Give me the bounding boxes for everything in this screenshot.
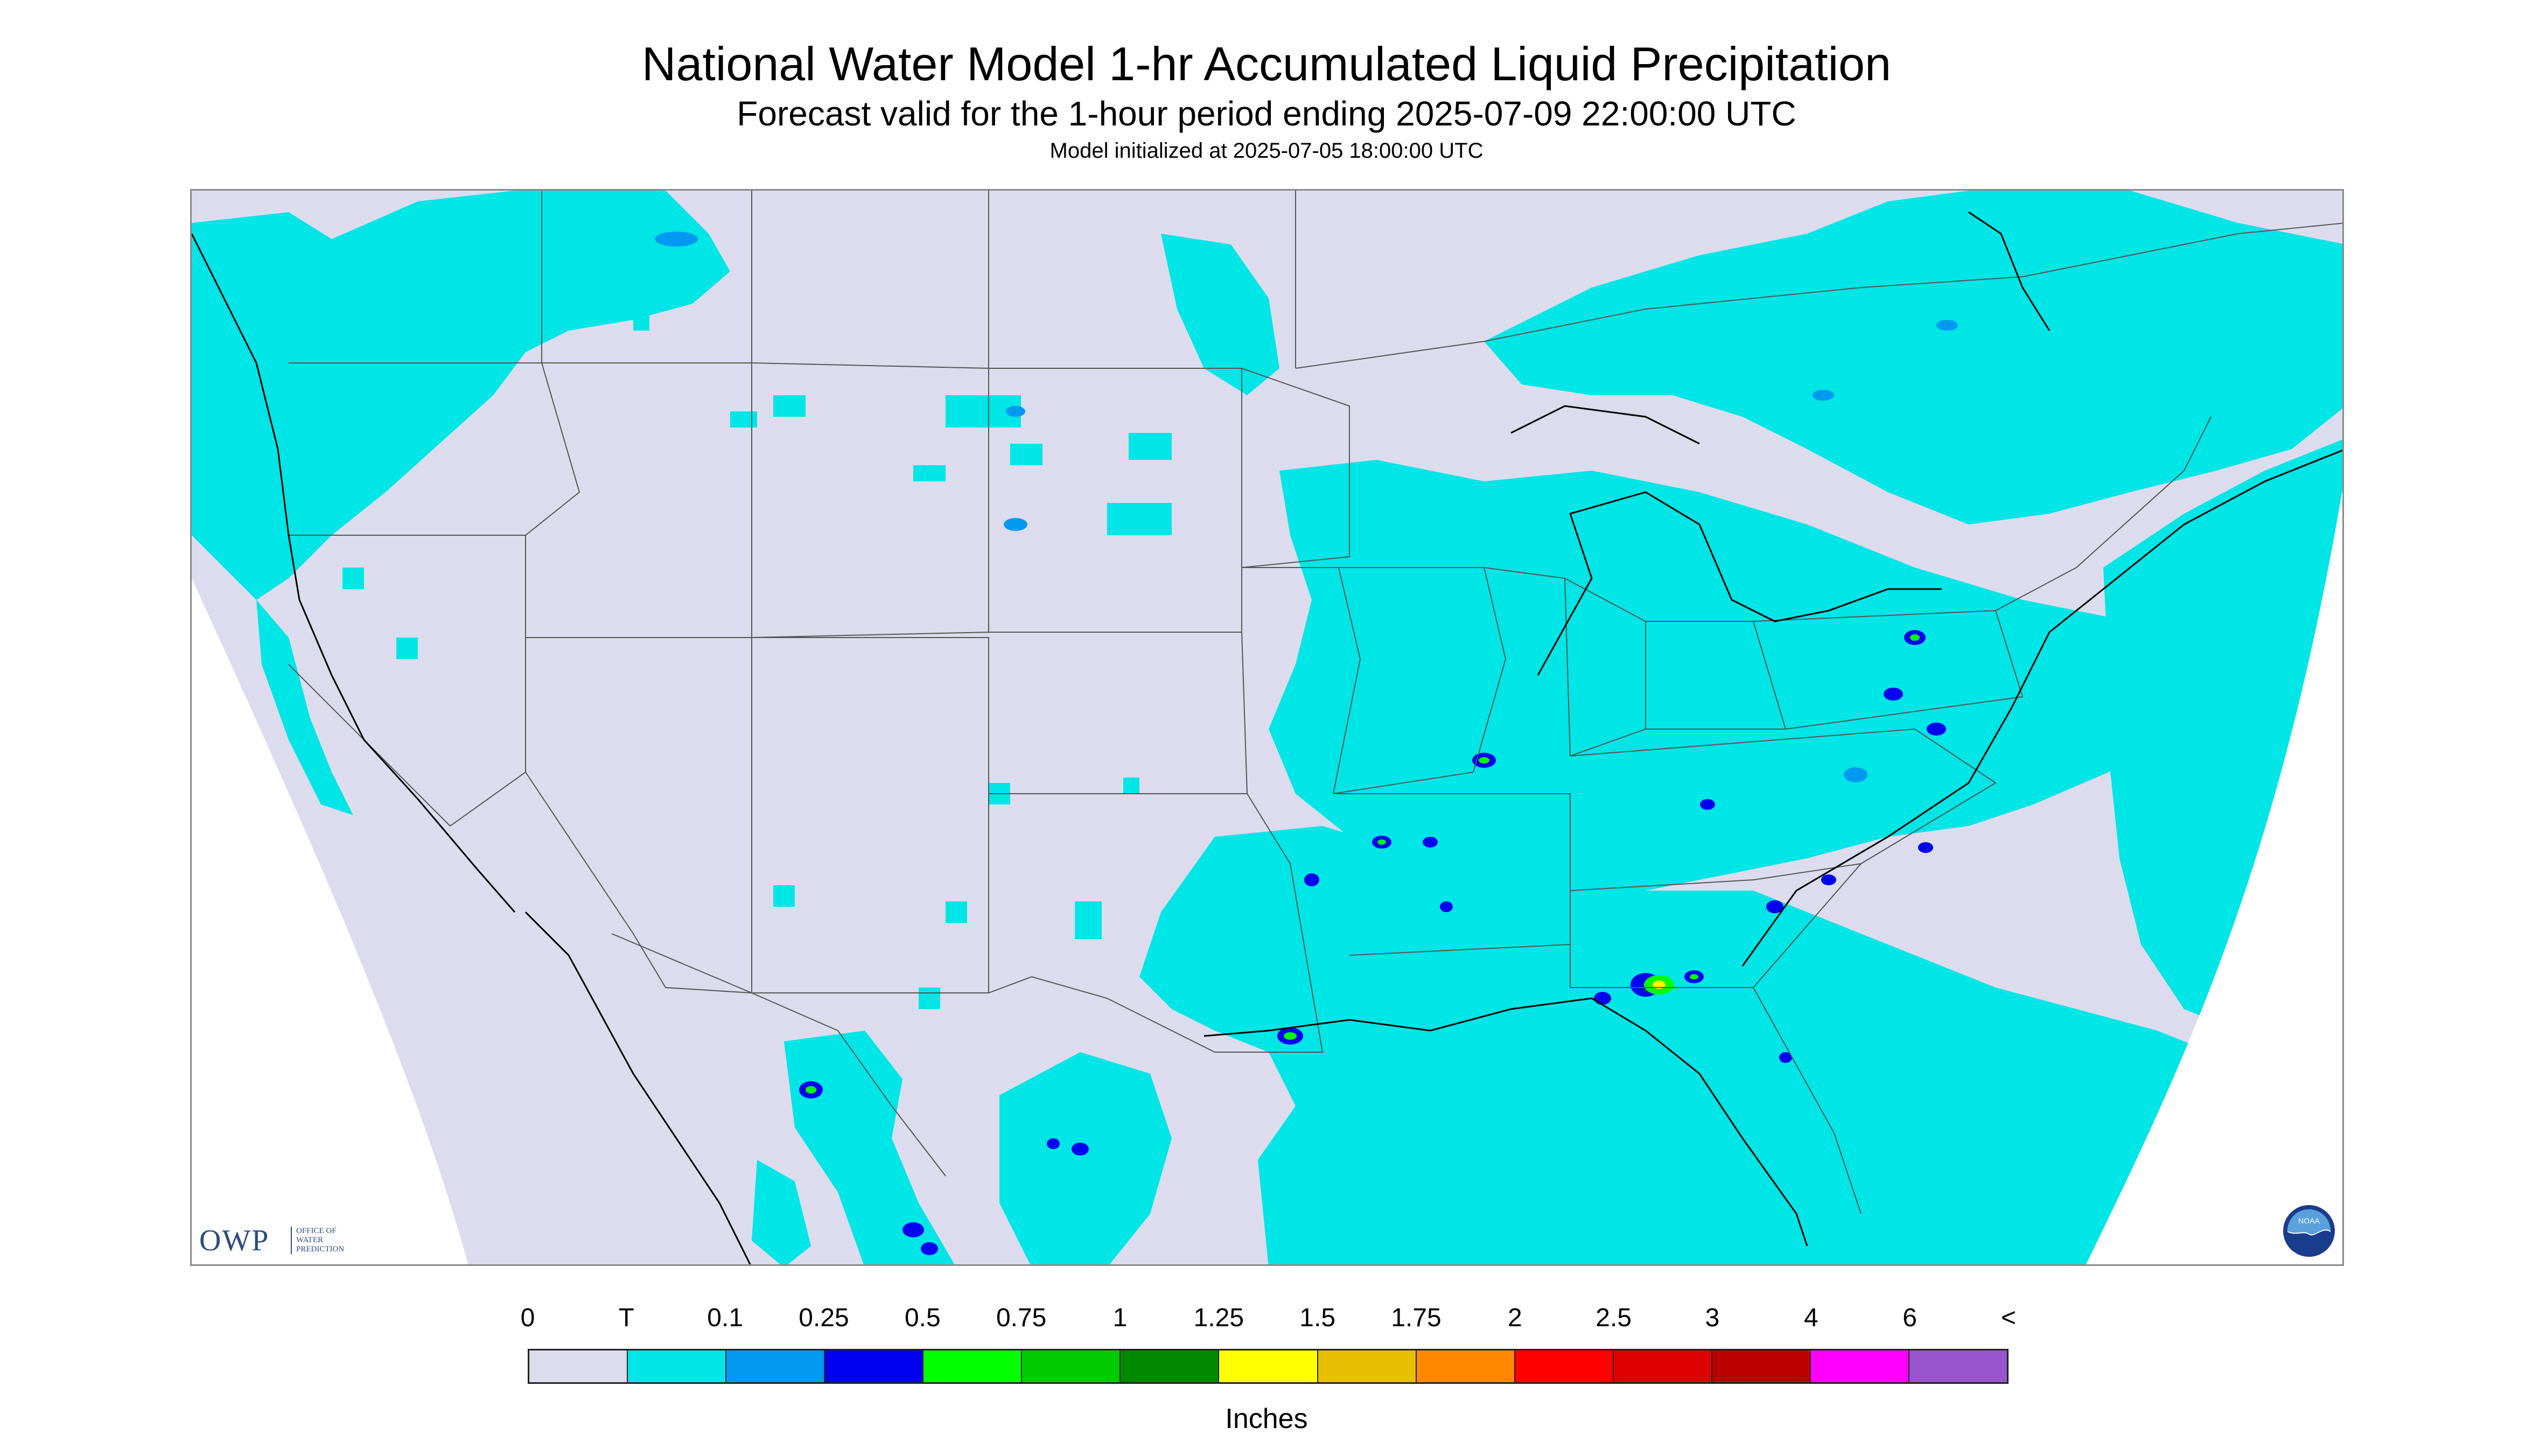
legend-tick-label: 0.5 [904,1304,941,1332]
legend-swatch [1909,1350,2007,1382]
legend-swatch [529,1350,628,1382]
coastlines [192,211,2342,1264]
legend-swatch [1712,1350,1811,1382]
legend-tick-label: < [2000,1304,2017,1332]
legend-tick-label: 0.75 [996,1304,1047,1332]
legend-tick-label: 3 [1705,1304,1720,1332]
legend-tick-label: 0.25 [799,1304,849,1332]
legend-swatch [726,1350,825,1382]
legend-swatch [825,1350,924,1382]
owp-logo: OWP OFFICE OF WATER PREDICTION [199,1221,377,1260]
legend-tick-label: 0 [520,1304,535,1332]
owp-logo-letters: OWP [199,1224,270,1257]
legend-swatch [1613,1350,1712,1382]
model-init-line: Model initialized at 2025-07-05 18:00:00… [1049,139,1484,163]
legend-tick-label: 2 [1507,1304,1522,1332]
legend-swatch [923,1350,1023,1382]
legend-swatch [1121,1350,1220,1382]
map-title: National Water Model 1-hr Accumulated Li… [641,37,1892,90]
owp-logo-subtext: OFFICE OF WATER PREDICTION [291,1227,377,1254]
trace-precip-areas [192,191,2342,1264]
legend-swatch [1515,1350,1614,1382]
legend-swatch [1022,1350,1121,1382]
precipitation-map [190,189,2344,1266]
legend-tick-label: 6 [1902,1304,1918,1332]
state-boundaries [288,191,2342,1214]
legend-swatch [1219,1350,1318,1382]
map-subtitle: Forecast valid for the 1-hour period end… [737,94,1796,133]
owp-sub-line-1: OFFICE OF [296,1227,337,1235]
legend-tick-label: 1.75 [1391,1304,1442,1332]
owp-sub-line-2: WATER [296,1236,323,1244]
heavier-precip-cells [655,232,1958,1255]
legend-colorbar [528,1349,2009,1384]
svg-text:NOAA: NOAA [2298,1216,2320,1225]
legend-swatch [628,1350,727,1382]
legend-swatch [1318,1350,1417,1382]
color-legend: 0 T 0.1 0.25 0.5 0.75 1 1.25 1.5 1.75 2 2.5 3 4 6 < Inc… [0,1292,2533,1456]
legend-tick-label: T [618,1304,634,1332]
legend-tick-label: 2.5 [1596,1304,1632,1332]
legend-swatch [1416,1350,1515,1382]
owp-sub-line-3: PREDICTION [296,1245,345,1254]
legend-swatch [1810,1350,1909,1382]
map-canvas [192,191,2342,1264]
noaa-logo-icon: NOAA [2283,1205,2335,1257]
legend-units: Inches [1225,1403,1308,1434]
legend-tick-label: 1.5 [1299,1304,1336,1332]
legend-tick-label: 1.25 [1193,1304,1244,1332]
legend-tick-label: 1 [1112,1304,1128,1332]
legend-tick-label: 0.1 [707,1304,744,1332]
legend-tick-label: 4 [1803,1304,1818,1332]
